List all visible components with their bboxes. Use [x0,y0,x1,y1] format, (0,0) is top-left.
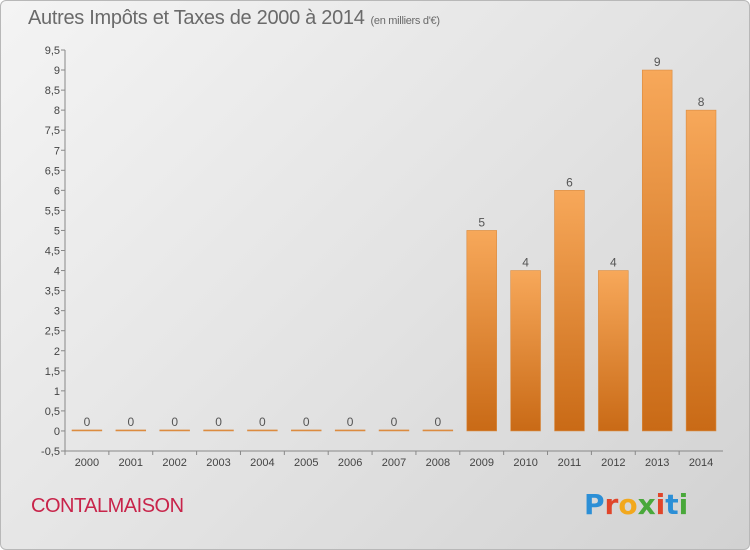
y-tick-label: 0,5 [45,406,60,418]
x-tick-label: 2006 [338,457,362,469]
data-label: 0 [127,415,134,429]
x-tick-label: 2004 [250,457,274,469]
bar [334,429,366,432]
data-label: 0 [171,415,178,429]
y-tick-label: 6,5 [45,165,60,177]
bar [554,190,585,432]
data-label: 4 [522,256,529,270]
y-tick-label: 6 [54,185,60,197]
data-label: 0 [347,415,354,429]
data-label: 6 [566,175,573,189]
y-tick-label: 7,5 [45,125,60,137]
chart-title-text: Autres Impôts et Taxes de 2000 à 2014 [28,7,365,29]
y-tick-label: 0 [54,426,60,438]
x-tick-label: 2012 [601,457,625,469]
y-tick-label: 5 [54,225,60,237]
bar [378,429,410,432]
y-tick-label: 8 [54,105,60,117]
y-tick-label: 3,5 [45,286,60,298]
data-label: 5 [478,215,485,229]
x-tick-label: 2008 [426,457,450,469]
bar [422,429,454,432]
x-tick-label: 2007 [382,457,406,469]
data-label: 0 [259,415,266,429]
y-tick-label: 1,5 [45,366,60,378]
bar [685,109,717,432]
y-tick-label: 4 [54,266,60,278]
x-tick-label: 2002 [162,457,186,469]
y-tick-label: 2 [54,346,60,358]
x-tick-label: 2003 [206,457,230,469]
data-label: 0 [215,415,222,429]
x-tick-label: 2011 [558,457,582,469]
x-tick-label: 2009 [469,457,493,469]
chart-subtitle: (en milliers d'€) [370,15,440,27]
bar [291,429,322,432]
y-tick-label: 5,5 [45,205,60,217]
bar [159,429,190,432]
bar [510,270,541,432]
x-tick-label: 2013 [645,457,669,469]
logo-letter: t [665,488,679,521]
x-tick-label: 2005 [294,457,318,469]
y-tick-label: 9 [54,65,60,77]
y-tick-label: 8,5 [45,85,60,97]
x-tick-label: 2014 [689,457,713,469]
y-tick-label: 2,5 [45,326,60,338]
y-tick-label: 4,5 [45,246,60,258]
bar [115,429,147,432]
data-label: 0 [84,415,91,429]
bar [466,230,497,432]
proxiti-logo: Proxiti [584,488,688,521]
logo-letter: i [655,488,666,521]
data-label: 9 [654,55,661,69]
bar [71,429,103,432]
logo-letter: r [604,488,619,521]
data-label: 0 [303,415,310,429]
bar [203,429,234,432]
logo-letter: o [618,488,638,521]
x-axis: 2000 2001 2002 2003 2004 2005 2006 2007 2008 2009… [64,450,723,469]
logo-letter: x [637,488,656,521]
x-tick-label: 2001 [119,457,143,469]
y-tick-label: 1 [54,386,60,398]
logo-letter: i [678,488,689,521]
y-tick-label: -0,5 [41,446,60,458]
bar [247,429,278,432]
y-tick-label: 3 [54,306,60,318]
bar-series: 0 0 0 0 0 0 0 0 0 5 4 6 4 9 8 [71,55,717,432]
chart-title: Autres Impôts et Taxes de 2000 à 2014 (en… [28,7,440,30]
data-label: 0 [435,415,442,429]
x-tick-label: 2010 [513,457,537,469]
town-name: CONTALMAISON [31,495,184,517]
bar [598,270,629,432]
data-label: 4 [610,256,617,270]
bar [641,69,673,432]
x-tick-label: 2000 [75,457,99,469]
y-tick-label: 9,5 [45,45,60,57]
data-label: 8 [698,95,705,109]
y-tick-label: 7 [54,145,60,157]
data-label: 0 [391,415,398,429]
logo-letter: P [584,488,605,521]
y-axis: -0,5 0 0,5 1 1,5 2 2,5 3 3,5 4 4,5 5 5,5 6 6,5 7 7,5 8 8,5… [41,45,66,458]
